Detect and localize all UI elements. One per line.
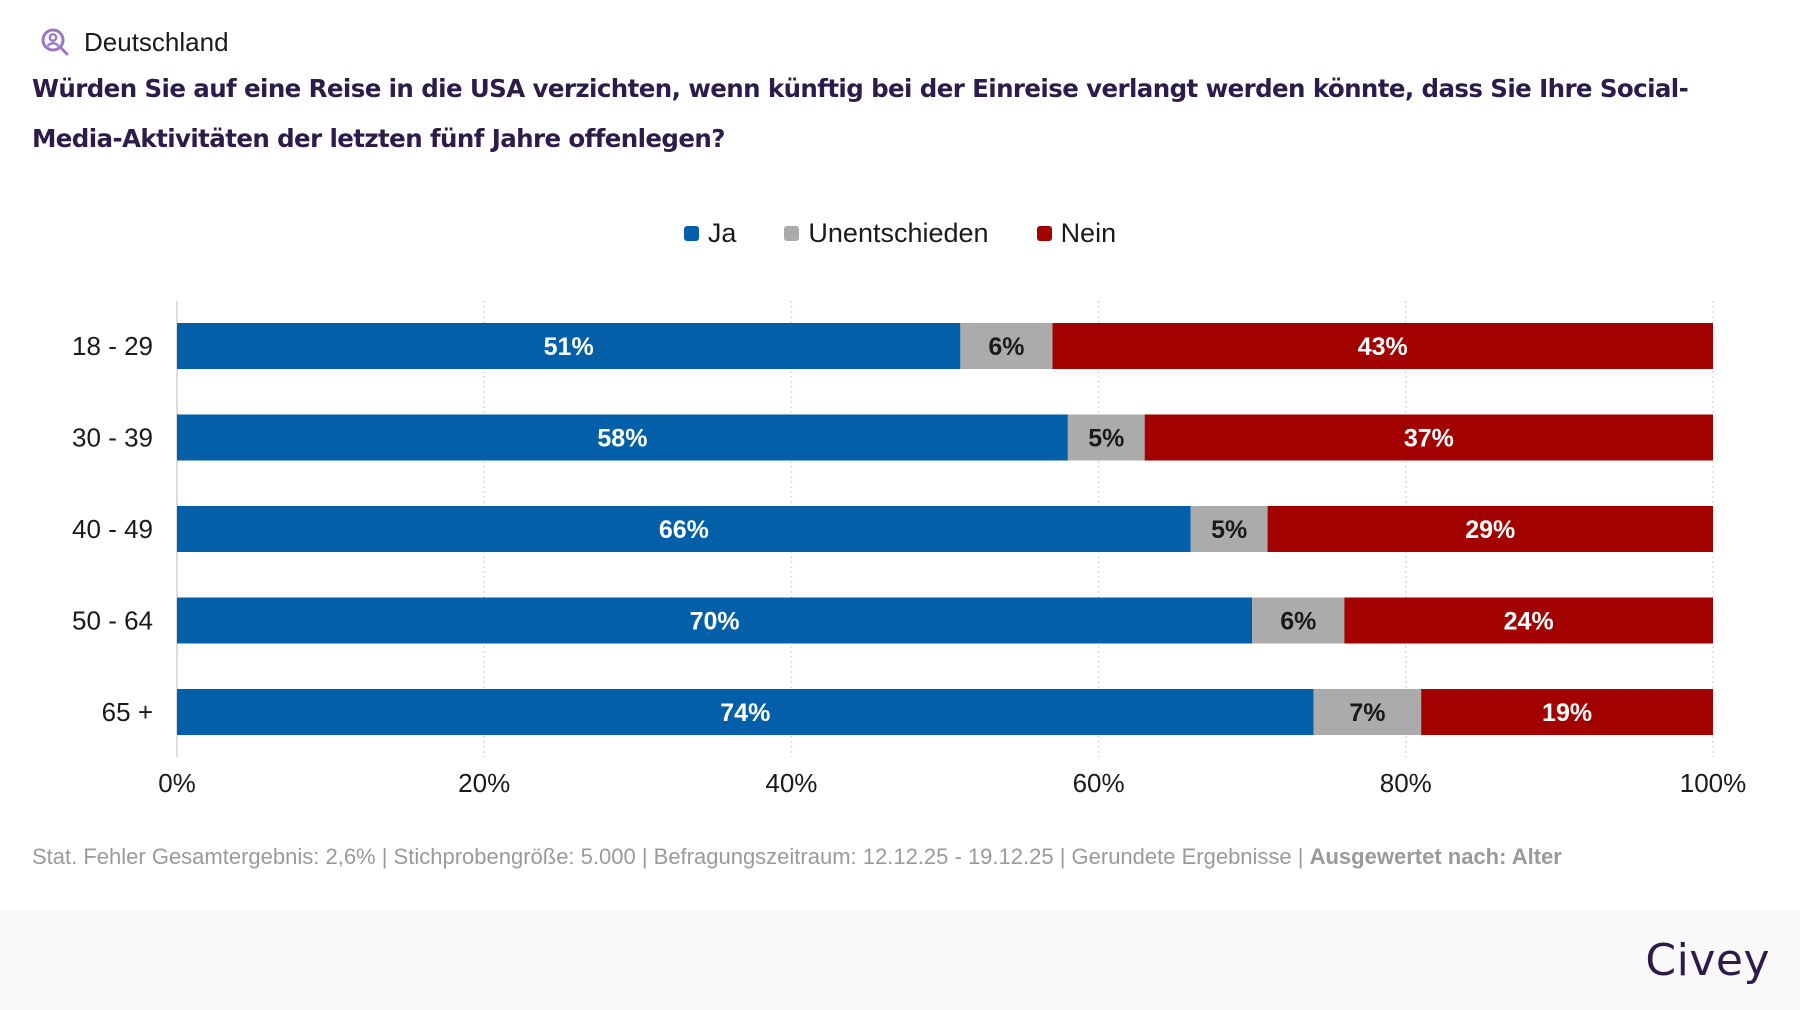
data-label: 6% (1280, 608, 1316, 636)
x-tick-label: 60% (1073, 768, 1125, 798)
data-label: 19% (1542, 699, 1592, 727)
category-label: 50 - 64 (72, 606, 153, 636)
legend-label-ja: Ja (707, 218, 737, 248)
bar-segment-ja (177, 597, 1253, 644)
bar-segment-nein (1267, 506, 1713, 552)
bar-segment-nein (1144, 414, 1713, 461)
bar-segment-ja (177, 506, 1191, 552)
evaluation-criterion: Ausgewertet nach: Alter (1309, 844, 1562, 869)
bar-segment-ja (177, 689, 1314, 735)
legend-swatch-unentschieden (784, 226, 800, 241)
stacked-bar-chart: 0% 20% 40% 60% 80% 100% 18 - 29 51% 6% 43% 30 - 39… (72, 301, 1747, 798)
category-label: 30 - 39 (72, 423, 153, 453)
x-tick-label: 0% (158, 768, 196, 798)
x-tick-label: 80% (1380, 768, 1432, 798)
x-tick-label: 100% (1680, 768, 1747, 798)
category-label: 65 + (102, 697, 153, 727)
methodology-text: Stat. Fehler Gesamtergebnis: 2,6% | Stic… (32, 844, 1310, 869)
legend-item-unentschieden[interactable]: Unentschieden (784, 218, 989, 249)
person-search-icon (40, 27, 70, 57)
legend-label-unentschieden: Unentschieden (808, 218, 989, 248)
data-label: 51% (544, 333, 594, 361)
category-label: 40 - 49 (72, 514, 153, 544)
data-label: 66% (659, 516, 709, 544)
bar-segment-ja (177, 414, 1068, 461)
data-label: 37% (1404, 425, 1454, 453)
legend-item-ja[interactable]: Ja (683, 218, 737, 249)
footer-band (0, 910, 1800, 1010)
legend: Ja Unentschieden Nein (0, 218, 1800, 249)
data-label: 24% (1504, 608, 1554, 636)
data-label: 6% (988, 333, 1024, 361)
category-label: 18 - 29 (72, 331, 153, 361)
legend-swatch-ja (683, 226, 699, 241)
bar-segment-nein (1344, 597, 1713, 644)
methodology-note: Stat. Fehler Gesamtergebnis: 2,6% | Stic… (32, 844, 1562, 870)
data-label: 58% (597, 425, 647, 453)
bar-segment-ja (177, 323, 961, 369)
data-label: 70% (690, 608, 740, 636)
bar-segment-unentschieden (1252, 597, 1345, 644)
bar-segment-nein (1052, 323, 1713, 369)
legend-swatch-nein (1036, 226, 1052, 241)
data-label: 5% (1211, 516, 1247, 544)
chart-title: Würden Sie auf eine Reise in die USA ver… (32, 74, 1689, 153)
bar-segment-nein (1421, 689, 1713, 735)
legend-label-nein: Nein (1060, 218, 1117, 248)
region-header: Deutschland (40, 24, 229, 60)
legend-item-nein[interactable]: Nein (1036, 218, 1117, 249)
bar-segment-unentschieden (960, 323, 1053, 369)
data-label: 43% (1358, 333, 1408, 361)
data-label: 74% (720, 699, 770, 727)
bar-segment-unentschieden (1190, 506, 1268, 552)
data-label: 5% (1088, 425, 1124, 453)
bar-segment-unentschieden (1067, 414, 1145, 461)
data-label: 7% (1349, 699, 1385, 727)
data-label: 29% (1465, 516, 1515, 544)
bar-segment-unentschieden (1313, 689, 1422, 735)
region-label: Deutschland (84, 26, 229, 57)
x-tick-label: 20% (458, 768, 510, 798)
x-tick-label: 40% (765, 768, 817, 798)
civey-logo[interactable]: Civey (1645, 935, 1770, 986)
